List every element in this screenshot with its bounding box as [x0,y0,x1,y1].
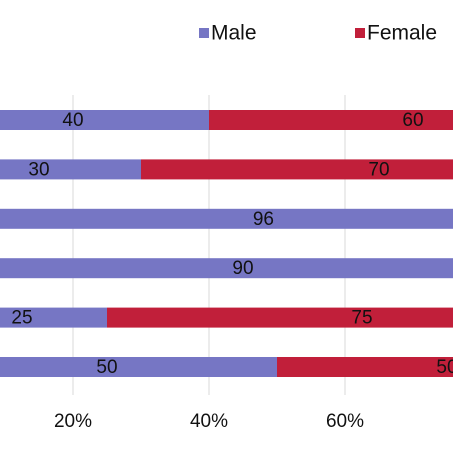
data-label: 40 [62,110,83,131]
data-label: 75 [351,308,372,329]
legend-swatch [355,28,365,38]
bar-segment [0,110,209,130]
bar-segment [0,307,107,328]
data-label: 70 [368,159,389,180]
x-tick-label: 40% [190,411,228,432]
legend-swatch [199,28,209,38]
data-label: 96 [253,209,274,230]
legend-label: Female [367,22,437,45]
bar-segment [277,357,453,377]
x-tick-label: 20% [54,411,92,432]
data-label: 50 [96,357,117,378]
legend-label: Male [211,22,257,45]
data-label: 25 [11,308,32,329]
bar-segment [107,307,453,328]
bar-segment [141,159,453,180]
data-label: 60 [402,110,423,131]
bar-segment [209,110,453,130]
bar-segment [0,208,453,229]
data-label: 50 [436,357,453,378]
bar-segment [0,357,277,377]
x-tick-label: 60% [326,411,364,432]
data-label: 30 [28,159,49,180]
data-label: 90 [232,258,253,279]
bar-segment [0,258,453,279]
bar-segment [0,159,141,180]
